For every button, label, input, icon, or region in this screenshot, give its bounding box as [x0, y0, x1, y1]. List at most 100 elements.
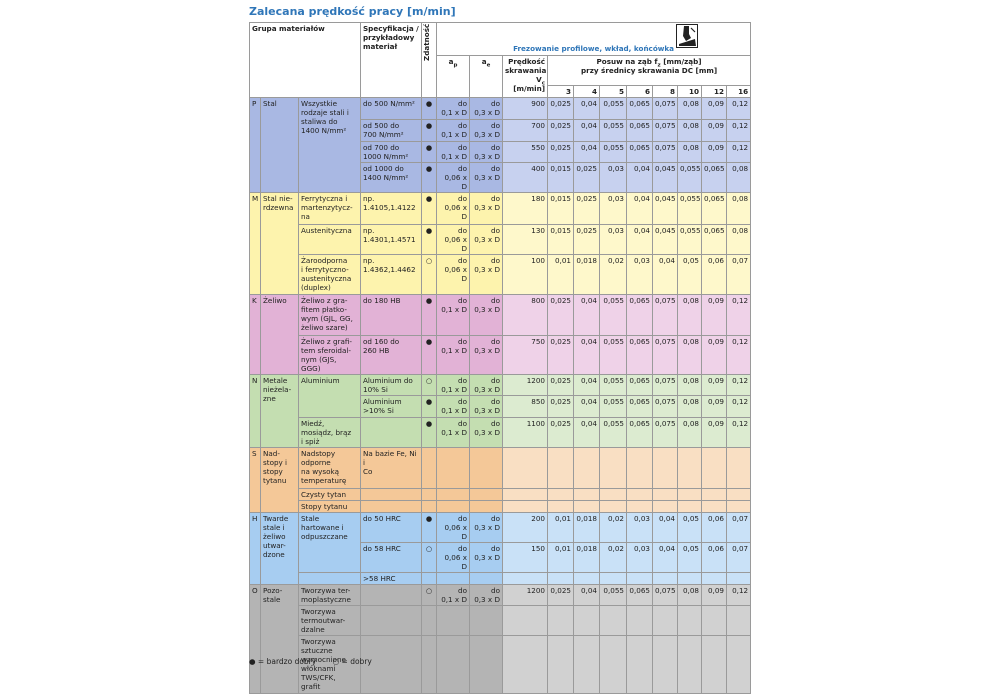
fz [599, 572, 627, 585]
material-row: Żaroodporna i ferrytyczno- austenityczna… [250, 254, 752, 295]
fz [599, 500, 627, 513]
fz: 0,025 [547, 417, 574, 448]
fz: 0,08 [677, 584, 702, 606]
subgroup-name [298, 572, 361, 585]
suitability: ○ [421, 374, 437, 396]
title: Zalecana prędkość pracy [m/min] [249, 5, 456, 18]
fz [599, 447, 627, 489]
subgroup-name: Miedź, mosiądz, brąz i spiż [298, 417, 361, 448]
fz [599, 488, 627, 501]
diameter: 6 [626, 85, 653, 98]
vc: 100 [502, 254, 548, 295]
fz: 0,018 [573, 512, 600, 543]
ae [469, 500, 503, 513]
fz [652, 447, 678, 489]
fz: 0,065 [626, 417, 653, 448]
fz: 0,04 [652, 254, 678, 295]
ap: do 0,06 x D [436, 192, 470, 225]
fz [626, 572, 653, 585]
spec: do 500 N/mm² [360, 97, 422, 120]
fz: 0,075 [652, 374, 678, 396]
fz [626, 605, 653, 636]
fz: 0,01 [547, 254, 574, 295]
fz: 0,03 [599, 192, 627, 225]
subgroup-name: Tworzywa ter- moplastyczne [298, 584, 361, 606]
ap: do 0,1 x D [436, 374, 470, 396]
material-row: P Stal Wszystkie rodzaje stali i staliwa d… [249, 97, 752, 193]
vc-line1: Prędkość skrawania [505, 57, 547, 75]
ae: do 0,3 x D [469, 374, 503, 396]
vc: 750 [502, 335, 548, 375]
fz: 0,08 [677, 374, 702, 396]
ae: do 0,3 x D [469, 294, 503, 336]
fz: 0,04 [573, 119, 600, 142]
material-row: O Pozo- stale Tworzywa ter- moplastyczne ○ d… [249, 584, 752, 694]
feed-header: Posuw na ząb fz [mm/ząb] przy średnicy sk… [546, 55, 752, 86]
subgroup-name: Stopy tytanu [298, 500, 361, 513]
fz: 0,02 [599, 512, 627, 543]
fz: 0,09 [701, 97, 727, 120]
spec: np. 1.4301,1.4571 [360, 224, 422, 255]
fz [573, 572, 600, 585]
vc-unit: [m/min] [513, 84, 545, 93]
fz: 0,08 [677, 119, 702, 142]
ae: do 0,3 x D [469, 162, 503, 193]
fz: 0,03 [599, 224, 627, 255]
ae: do 0,3 x D [469, 335, 503, 375]
fz: 0,025 [573, 192, 600, 225]
subgroup-name: Stale hartowane i odpuszczane [298, 512, 361, 573]
fz: 0,04 [573, 395, 600, 418]
fz: 0,04 [573, 374, 600, 396]
suitability-header-cell: Zdatność [421, 22, 437, 98]
ap: do 0,06 x D [436, 512, 470, 543]
fz: 0,015 [547, 192, 574, 225]
fz: 0,07 [725, 254, 752, 295]
ae-main: a [481, 57, 487, 66]
fz: 0,04 [573, 584, 600, 606]
fz [626, 635, 653, 694]
fz [725, 488, 752, 501]
fz: 0,09 [701, 141, 727, 163]
fz: 0,09 [701, 417, 727, 448]
fz: 0,065 [626, 335, 653, 375]
fz [725, 500, 752, 513]
fz: 0,09 [701, 395, 727, 418]
vc [502, 500, 548, 513]
fz: 0,055 [599, 119, 627, 142]
group-name: Stal nie- rdzewna [260, 192, 299, 295]
suitability: ○ [421, 584, 437, 606]
fz [725, 572, 752, 585]
ae: do 0,3 x D [469, 141, 503, 163]
subgroup-name: Austenityczna [298, 224, 361, 255]
group-name: Żeliwo [260, 294, 299, 375]
fz: 0,065 [626, 584, 653, 606]
ap: do 0,06 x D [436, 224, 470, 255]
fz: 0,025 [547, 335, 574, 375]
fz: 0,02 [599, 254, 627, 295]
subgroup-name: Żeliwo z gra- fitem płatko- wym (GJL, GG… [298, 294, 361, 336]
fz: 0,015 [547, 224, 574, 255]
ap [436, 605, 470, 636]
suitability-header: Zdatność [422, 24, 432, 62]
suitability: ● [421, 335, 437, 375]
fz [677, 500, 702, 513]
fz: 0,045 [652, 162, 678, 193]
subgroup-name: Aluminium [298, 374, 361, 418]
iso-letter: K [249, 294, 261, 375]
subgroup-name: Ferrytyczna i martenzytycz- na [298, 192, 361, 225]
fz: 0,03 [626, 542, 653, 573]
fz [626, 500, 653, 513]
fz: 0,065 [626, 395, 653, 418]
fz: 0,05 [677, 254, 702, 295]
ap-sub: p [453, 62, 458, 69]
material-row: H Twarde stale i żeliwo utwar- dzone Stale… [249, 512, 752, 585]
vc-main: V [536, 75, 542, 84]
vc [502, 488, 548, 501]
iso-letter: M [249, 192, 261, 295]
ae: do 0,3 x D [469, 512, 503, 543]
fz: 0,055 [599, 335, 627, 375]
fz: 0,08 [725, 162, 752, 193]
fz: 0,04 [652, 512, 678, 543]
fz: 0,065 [626, 141, 653, 163]
